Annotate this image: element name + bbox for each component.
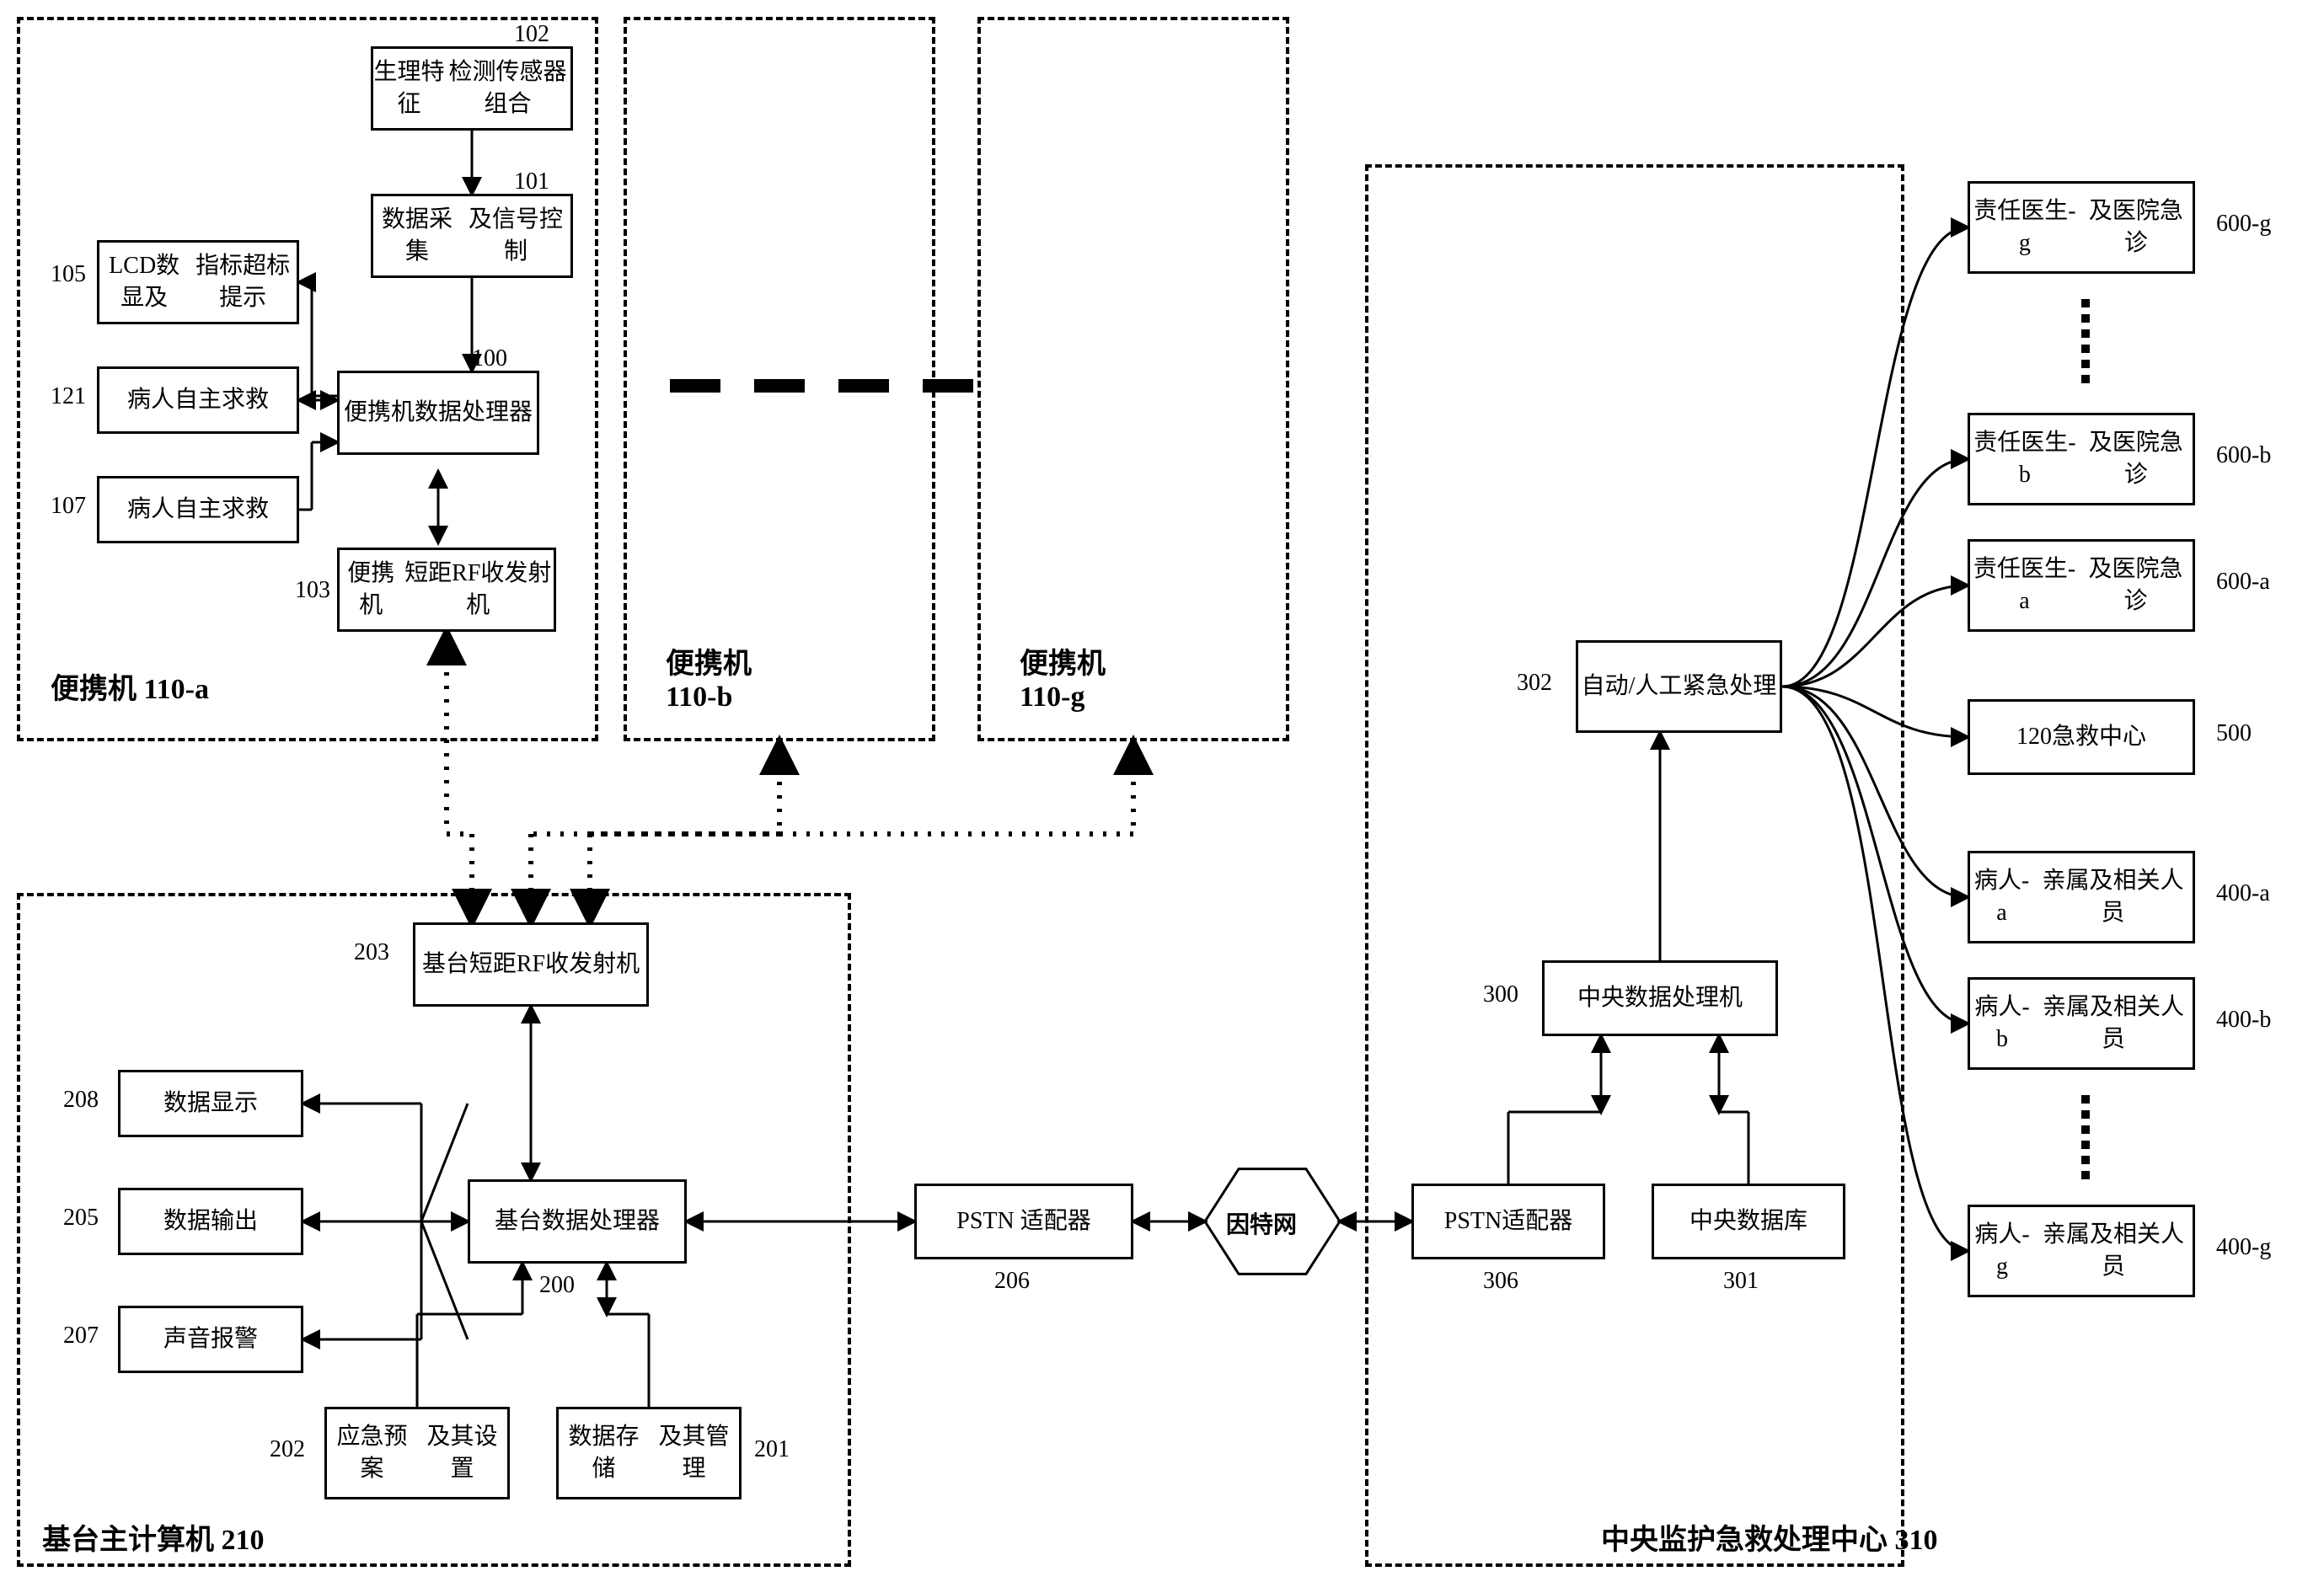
section-label-portable_b: 便携机 110-b <box>666 640 752 714</box>
refnum-n206: 206 <box>994 1268 1030 1295</box>
refnum-n600a: 600-a <box>2216 569 2270 596</box>
node-b400b: 病人-b亲属及相关人员 <box>1968 977 2195 1070</box>
refnum-n100: 100 <box>472 345 507 372</box>
vdots-dot <box>2081 1156 2090 1164</box>
vdots-dot <box>2081 1110 2090 1119</box>
vdots-dot <box>2081 1125 2090 1134</box>
node-b121: 病人自主求救 <box>97 366 299 434</box>
node-b600g: 责任医生-g及医院急诊 <box>1968 181 2195 274</box>
section-label-portable_g: 便携机 110-g <box>1020 640 1106 714</box>
hexagon-label: 因特网 <box>1226 1206 1297 1240</box>
refnum-n105: 105 <box>51 261 86 288</box>
refnum-n107: 107 <box>51 493 86 520</box>
refnum-n300: 300 <box>1483 981 1518 1008</box>
refnum-n208: 208 <box>63 1087 99 1114</box>
node-b202: 应急预案及其设置 <box>324 1407 510 1499</box>
container-center <box>1365 164 1904 1567</box>
refnum-n500: 500 <box>2216 720 2252 747</box>
node-b205: 数据输出 <box>118 1188 303 1255</box>
vdots-dot <box>2081 329 2090 338</box>
node-b301: 中央数据库 <box>1652 1184 1845 1259</box>
refnum-n103: 103 <box>295 577 330 604</box>
node-b207: 声音报警 <box>118 1306 303 1373</box>
node-b105: LCD数显及指标超标提示 <box>97 240 299 324</box>
refnum-n101: 101 <box>514 168 549 195</box>
container-portable_g <box>977 17 1289 741</box>
refnum-n400b: 400-b <box>2216 1007 2271 1034</box>
refnum-n400g: 400-g <box>2216 1234 2271 1261</box>
node-b200: 基台数据处理器 <box>468 1179 687 1264</box>
refnum-n302: 302 <box>1517 670 1552 697</box>
vdots-dot <box>2081 299 2090 307</box>
refnum-n400a: 400-a <box>2216 880 2270 907</box>
node-b600a: 责任医生-a及医院急诊 <box>1968 539 2195 632</box>
node-b306: PSTN适配器 <box>1411 1184 1605 1259</box>
refnum-n306: 306 <box>1483 1268 1518 1295</box>
refnum-n201: 201 <box>754 1436 790 1463</box>
node-b100: 便携机数据处理器 <box>337 371 539 455</box>
refnum-n203: 203 <box>354 939 389 966</box>
section-label-portable_a: 便携机 110-a <box>51 665 209 707</box>
vdots-dot <box>2081 314 2090 323</box>
node-b102: 生理特征检测传感器组合 <box>371 46 573 131</box>
refnum-n600g: 600-g <box>2216 211 2271 238</box>
node-b206: PSTN 适配器 <box>914 1184 1133 1259</box>
vdots-dot <box>2081 375 2090 383</box>
ellipsis-dash <box>754 379 805 393</box>
refnum-n207: 207 <box>63 1323 99 1350</box>
vdots-dot <box>2081 345 2090 353</box>
node-b400a: 病人-a亲属及相关人员 <box>1968 851 2195 943</box>
vdots-dot <box>2081 1141 2090 1149</box>
refnum-n600b: 600-b <box>2216 442 2271 469</box>
refnum-n200: 200 <box>539 1272 575 1299</box>
refnum-n202: 202 <box>270 1436 305 1463</box>
refnum-n205: 205 <box>63 1205 99 1232</box>
node-b103: 便携机短距RF收发射机 <box>337 548 556 632</box>
refnum-n121: 121 <box>51 383 86 410</box>
ellipsis-dash <box>838 379 889 393</box>
node-b500: 120急救中心 <box>1968 699 2195 775</box>
node-b107: 病人自主求救 <box>97 476 299 543</box>
vdots-dot <box>2081 360 2090 368</box>
ellipsis-dash <box>670 379 720 393</box>
node-b302: 自动/人工紧急处理 <box>1576 640 1782 733</box>
vdots-dot <box>2081 1095 2090 1104</box>
node-b600b: 责任医生-b及医院急诊 <box>1968 413 2195 505</box>
ellipsis-dash <box>923 379 973 393</box>
node-b101: 数据采集及信号控制 <box>371 194 573 278</box>
refnum-n102: 102 <box>514 21 549 48</box>
node-b201: 数据存储及其管理 <box>556 1407 742 1499</box>
node-b208: 数据显示 <box>118 1070 303 1137</box>
vdots-dot <box>2081 1171 2090 1179</box>
section-label-base: 基台主计算机 210 <box>42 1516 265 1558</box>
refnum-n301: 301 <box>1723 1268 1759 1295</box>
node-b203: 基台短距RF收发射机 <box>413 922 649 1007</box>
node-b400g: 病人-g亲属及相关人员 <box>1968 1205 2195 1297</box>
section-label-center: 中央监护急救处理中心 310 <box>1601 1516 1938 1558</box>
node-b300: 中央数据处理机 <box>1542 960 1778 1036</box>
